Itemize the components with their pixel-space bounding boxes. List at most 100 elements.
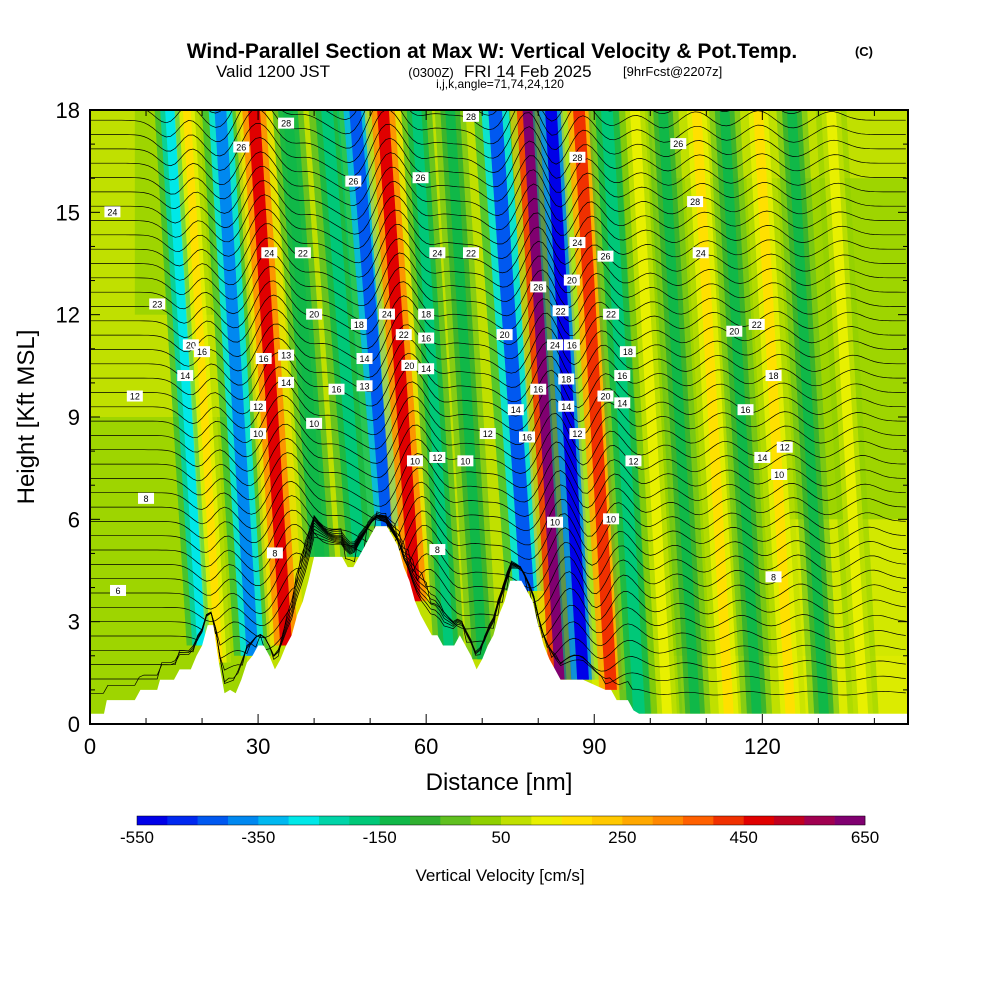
theta-contour-line: [90, 323, 906, 378]
theta-contour-line: [90, 137, 906, 192]
contour-label: 14: [558, 400, 575, 412]
contour-label-text: 18: [769, 371, 779, 381]
contour-label: 10: [603, 513, 620, 525]
contour-label-bg: [177, 370, 194, 382]
theta-contour-line: [90, 309, 906, 364]
y-axis: 0 3 6 9 12 15 18: [56, 98, 908, 737]
subtitle-fcst: [9hrFcst@2207z]: [623, 64, 722, 79]
contour-label: 18: [418, 308, 435, 320]
contour-label: 28: [462, 110, 479, 122]
contour-label-text: 10: [460, 456, 470, 466]
contour-label: 26: [412, 172, 429, 184]
contour-label: 20: [306, 308, 323, 320]
velocity-band: [753, 110, 796, 714]
colorbar-swatch: [349, 816, 380, 825]
contour-label-text: 14: [281, 378, 291, 388]
contour-label-bg: [278, 117, 295, 129]
contour-label-bg: [748, 318, 765, 330]
subtitle-utc: (0300Z): [408, 65, 454, 80]
colorbar-swatch: [258, 816, 289, 825]
x-tick-label: 60: [414, 734, 438, 759]
colorbar-tick-label: 50: [492, 828, 511, 847]
y-tick-label: 0: [68, 712, 80, 737]
contour-label: 16: [255, 353, 272, 365]
contour-label-bg: [294, 247, 311, 259]
contour-label-bg: [401, 359, 418, 371]
theta-contour-line: [90, 516, 906, 617]
contour-label-bg: [306, 417, 323, 429]
contour-label-text: 14: [757, 453, 767, 463]
contour-label: 12: [250, 400, 267, 412]
colorbar-swatch: [440, 816, 471, 825]
contour-label-bg: [765, 571, 782, 583]
index-line: i,j,k,angle=71,74,24,120: [436, 77, 564, 91]
contour-label: 10: [771, 468, 788, 480]
contour-label-text: 18: [421, 310, 431, 320]
theta-contour-line: [90, 223, 906, 278]
velocity-band: [321, 110, 365, 557]
contour-label: 18: [619, 346, 636, 358]
colorbar-tick-label: -350: [241, 828, 275, 847]
contour-label-bg: [278, 349, 295, 361]
velocity-band: [282, 110, 325, 557]
theta-contour-line: [90, 495, 906, 548]
contour-label-bg: [356, 380, 373, 392]
contour-label-bg: [692, 247, 709, 259]
contour-label: 22: [748, 318, 765, 330]
contour-label-bg: [356, 353, 373, 365]
contour-label: 20: [563, 274, 580, 286]
contour-label-bg: [614, 370, 631, 382]
contour-label: 20: [182, 339, 199, 351]
contour-label-text: 24: [107, 207, 117, 217]
contour-label-text: 26: [416, 173, 426, 183]
contour-label-text: 20: [729, 327, 739, 337]
terrain: [90, 526, 908, 724]
theta-contour-line: [90, 337, 906, 393]
contour-label-text: 22: [556, 306, 566, 316]
contour-label: 8: [266, 547, 283, 559]
contour-label-text: 26: [600, 252, 610, 262]
velocity-band: [573, 110, 617, 690]
contour-label-text: 26: [236, 143, 246, 153]
contour-label: 10: [406, 455, 423, 467]
colorbar-swatch: [167, 816, 198, 825]
contour-label: 22: [395, 329, 412, 341]
colorbar-swatch: [470, 816, 502, 825]
theta-contour-line: [90, 251, 906, 307]
contour-label-bg: [771, 468, 788, 480]
contour-label-text: 24: [382, 310, 392, 320]
contour-label-bg: [429, 544, 446, 556]
contour-label-bg: [558, 400, 575, 412]
velocity-band: [826, 110, 869, 714]
contour-label-bg: [418, 332, 435, 344]
contour-label-bg: [479, 428, 496, 440]
contour-label-bg: [603, 308, 620, 320]
theta-contour-line: [145, 110, 804, 135]
contour-label-bg: [530, 383, 547, 395]
contour-label: 10: [457, 455, 474, 467]
contour-label-text: 24: [432, 248, 442, 258]
contour-label-bg: [429, 247, 446, 259]
contour-label: 18: [765, 370, 782, 382]
contour-label-text: 16: [533, 385, 543, 395]
contour-label-bg: [378, 308, 395, 320]
contour-label-bg: [569, 151, 586, 163]
theta-contour-line: [90, 466, 906, 522]
contour-label-text: 16: [421, 334, 431, 344]
contour-label-bg: [597, 250, 614, 262]
contour-label: 20: [597, 390, 614, 402]
y-axis-label: Height [Kft MSL]: [13, 330, 40, 505]
contour-label-text: 12: [432, 453, 442, 463]
contour-label: 22: [603, 308, 620, 320]
contour-label-text: 6: [116, 586, 121, 596]
contour-label-bg: [670, 138, 687, 150]
theta-contour-line: [90, 366, 906, 421]
contour-label: 23: [149, 298, 166, 310]
contour-label-bg: [418, 363, 435, 375]
colorbar-swatch: [683, 816, 714, 825]
contour-label: 8: [138, 492, 155, 504]
colorbar-tick-label: 650: [851, 828, 879, 847]
colorbar-swatch: [592, 816, 623, 825]
contour-label-text: 18: [354, 320, 364, 330]
contour-label-text: 22: [606, 310, 616, 320]
